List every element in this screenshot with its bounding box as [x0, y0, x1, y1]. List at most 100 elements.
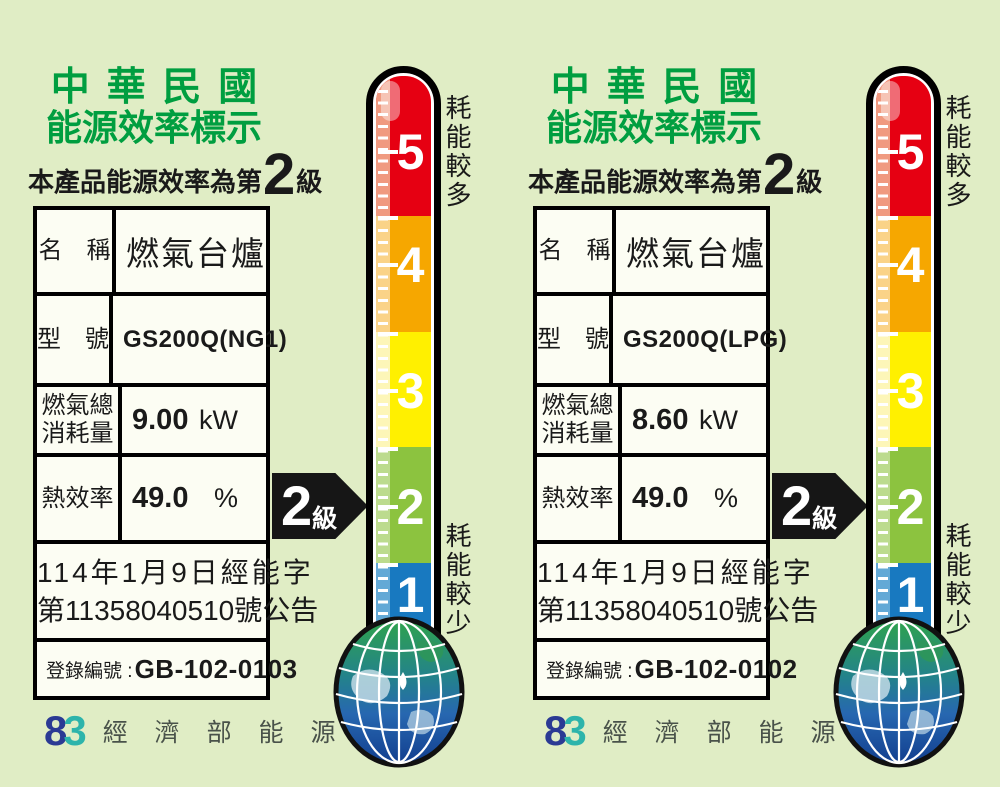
tick-long	[878, 563, 898, 567]
tick-long	[378, 505, 398, 509]
table-row-consumption: 燃氣總 消耗量 8.60 kW	[537, 383, 766, 453]
consumption-label: 燃氣總 消耗量	[537, 387, 622, 453]
logo-glyph-2: 3	[63, 707, 86, 754]
efficiency-unit: %	[213, 483, 238, 513]
model-label: 型 號	[537, 296, 613, 383]
tick-long	[878, 332, 898, 336]
table-row-consumption: 燃氣總 消耗量 9.00 kW	[37, 383, 266, 453]
consumption-value-cell: 9.00 kW	[122, 387, 266, 453]
logo-glyph-1: 8	[44, 707, 67, 754]
spec-table: 名 稱 燃氣台爐 型 號 GS200Q(LPG) 燃氣總 消耗量 8.60 kW…	[533, 206, 819, 700]
low-consumption-label: 耗能較少	[442, 522, 472, 638]
level-3-number: 3	[896, 363, 925, 419]
level-1-number: 1	[396, 567, 425, 623]
globe-icon	[333, 616, 465, 768]
consumption-label-line2: 消耗量	[41, 420, 114, 447]
energy-administration-logo-icon: 83	[544, 707, 587, 754]
tick-long	[878, 263, 898, 267]
table-row-model: 型 號 GS200Q(NG1)	[37, 292, 287, 383]
consumption-label-line1: 燃氣總	[541, 392, 614, 419]
consumption-label: 燃氣總 消耗量	[37, 387, 122, 453]
model-label: 型 號	[37, 296, 113, 383]
announcement-line2: 第11358040510號公告	[37, 595, 319, 626]
consumption-unit: kW	[699, 404, 738, 435]
level-3-number: 3	[396, 363, 425, 419]
label-title-line1: 中 華 民 國	[50, 66, 258, 109]
grade-statement-prefix: 本產品能源效率為第	[28, 167, 263, 197]
consumption-value-cell: 8.60 kW	[622, 387, 766, 453]
consumption-value: 9.00	[132, 403, 189, 436]
low-consumption-label: 耗能較少	[942, 522, 972, 638]
dome-highlight	[381, 81, 400, 121]
efficiency-value-cell: 49.0 %	[622, 457, 766, 540]
tick-long	[878, 505, 898, 509]
grade-number: 2	[263, 142, 296, 207]
arrow-grade-number: 2	[281, 474, 313, 537]
grade-statement: 本產品能源效率為第 2 級	[28, 142, 323, 207]
globe-icon	[833, 616, 965, 768]
tick-long	[378, 332, 398, 336]
dome-highlight	[881, 81, 900, 121]
energy-label-lpg: 中 華 民 國 能源效率標示 本產品能源效率為第 2 級 名 稱 燃氣台爐 型 …	[500, 0, 1000, 787]
tick-long	[378, 216, 398, 220]
tick-long	[878, 447, 898, 451]
tick-long	[878, 216, 898, 220]
level-1-number: 1	[896, 567, 925, 623]
name-value: 燃氣台爐	[126, 235, 266, 272]
consumption-label-line1: 燃氣總	[41, 392, 114, 419]
spec-table: 名 稱 燃氣台爐 型 號 GS200Q(NG1) 燃氣總 消耗量 9.00 kW…	[33, 206, 319, 700]
grade-suffix: 級	[296, 167, 323, 197]
registration-label: 登錄編號 :	[546, 660, 633, 682]
tick-long	[378, 563, 398, 567]
thermometer-tube: 5 4 3 2 1	[876, 76, 931, 648]
thermometer-ticks	[378, 90, 388, 618]
energy-label-ng1: 中 華 民 國 能源效率標示 本產品能源效率為第 2 級 名 稱 燃氣台爐 型 …	[28, 66, 472, 768]
table-row-efficiency: 熱效率 49.0 %	[537, 453, 766, 540]
tick-long	[378, 150, 398, 154]
level-4-number: 4	[896, 237, 925, 293]
level-4-number: 4	[396, 237, 425, 293]
tick-long	[378, 447, 398, 451]
announcement-row: 114年1月9日經能字 第11358040510號公告	[37, 540, 319, 638]
arrow-grade-suffix: 級	[812, 505, 838, 533]
registration-number: GB-102-0102	[634, 653, 798, 684]
efficiency-value-cell: 49.0 %	[122, 457, 266, 540]
tick-long	[878, 150, 898, 154]
label-title-line1: 中 華 民 國	[550, 66, 758, 109]
thermometer-tube: 5 4 3 2 1	[376, 76, 431, 648]
announcement-line1: 114年1月9日經能字	[37, 557, 314, 588]
registration-number: GB-102-0103	[134, 653, 298, 684]
efficiency-label: 熱效率	[537, 457, 622, 540]
label-title-line2: 能源效率標示	[545, 107, 762, 148]
name-label: 名 稱	[37, 210, 116, 292]
arrow-grade-number: 2	[781, 474, 813, 537]
grade-statement-prefix: 本產品能源效率為第	[528, 167, 763, 197]
level-2-number: 2	[896, 479, 925, 535]
table-row-model: 型 號 GS200Q(LPG)	[537, 292, 787, 383]
name-label: 名 稱	[537, 210, 616, 292]
table-row-name: 名 稱 燃氣台爐	[37, 210, 266, 292]
efficiency-label: 熱效率	[37, 457, 122, 540]
level-5-number: 5	[396, 124, 425, 180]
model-value: GS200Q(LPG)	[623, 325, 788, 353]
consumption-value: 8.60	[632, 403, 689, 436]
thermometer-ticks	[878, 90, 888, 618]
registration-row: 登錄編號 : GB-102-0102	[537, 638, 797, 696]
registration-row: 登錄編號 : GB-102-0103	[37, 638, 297, 696]
logo-glyph-2: 3	[563, 707, 586, 754]
level-2-number: 2	[396, 479, 425, 535]
energy-administration-logo-icon: 83	[44, 707, 87, 754]
tick-long	[378, 263, 398, 267]
registration-label: 登錄編號 :	[46, 660, 133, 682]
grade-number: 2	[763, 142, 796, 207]
model-value: GS200Q(NG1)	[123, 325, 288, 353]
efficiency-value: 49.0	[632, 482, 689, 514]
grade-statement: 本產品能源效率為第 2 級	[528, 142, 822, 207]
table-row-name: 名 稱 燃氣台爐	[537, 210, 766, 292]
arrow-grade-suffix: 級	[312, 505, 338, 533]
high-consumption-label: 耗能較多	[942, 94, 972, 210]
grade-pointer-arrow: 2 級	[772, 473, 868, 539]
name-value: 燃氣台爐	[626, 235, 766, 272]
high-consumption-label: 耗能較多	[442, 94, 472, 210]
announcement-line2: 第11358040510號公告	[537, 595, 819, 626]
